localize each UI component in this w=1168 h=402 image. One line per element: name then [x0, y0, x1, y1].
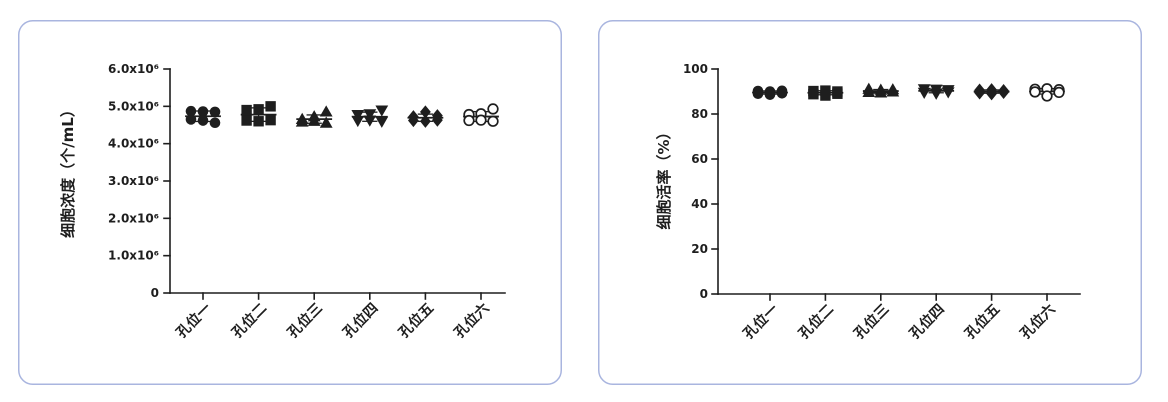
data-point: [209, 106, 221, 118]
y-axis-label: 细胞浓度（个/mL）: [59, 102, 77, 238]
data-point: [832, 88, 843, 99]
data-point: [363, 115, 377, 127]
data-point: [1053, 86, 1065, 99]
data-point: [253, 104, 264, 115]
data-point: [941, 87, 955, 99]
data-point: [265, 114, 276, 126]
data-point: [917, 87, 931, 99]
data-point: [929, 88, 943, 100]
data-point: [420, 105, 431, 119]
data-point: [375, 105, 389, 117]
data-point: [1041, 90, 1053, 102]
y-tick-label: 40: [691, 197, 708, 211]
data-point: [408, 113, 419, 128]
y-tick-label: 2.0x10⁶: [108, 211, 159, 225]
y-tick-label: 3.0x10⁶: [108, 174, 159, 188]
y-axis-label: 细胞活率（%）: [655, 124, 673, 229]
data-point: [475, 114, 487, 126]
data-point: [375, 116, 389, 128]
y-tick-label: 0: [151, 286, 159, 300]
data-point: [265, 101, 276, 112]
data-point: [420, 114, 431, 128]
data-point: [351, 109, 365, 122]
data-point: [209, 117, 221, 129]
y-tick-label: 60: [691, 152, 708, 166]
data-point: [197, 106, 209, 117]
data-point: [319, 116, 333, 128]
y-tick-label: 4.0x10⁶: [108, 137, 159, 151]
data-point: [1029, 86, 1041, 98]
data-point: [874, 86, 888, 98]
data-point: [363, 109, 377, 121]
data-point: [197, 115, 209, 126]
y-tick-label: 1.0x10⁶: [108, 249, 159, 263]
y-tick-label: 6.0x10⁶: [108, 62, 159, 76]
data-point: [752, 88, 764, 100]
data-point: [185, 114, 197, 125]
data-point: [253, 116, 264, 127]
data-point: [307, 114, 321, 126]
data-point: [998, 85, 1009, 99]
data-point: [808, 89, 819, 100]
data-point: [986, 87, 997, 101]
data-point: [295, 115, 309, 127]
data-point: [185, 105, 197, 117]
y-tick-label: 5.0x10⁶: [108, 99, 159, 113]
data-point: [862, 85, 876, 97]
data-point: [241, 104, 252, 116]
data-point: [886, 85, 900, 97]
data-point: [764, 89, 776, 100]
data-point: [432, 113, 443, 127]
data-point: [974, 86, 985, 100]
y-tick-label: 100: [683, 62, 708, 76]
data-point: [351, 115, 365, 128]
y-tick-label: 80: [691, 107, 708, 121]
data-point: [487, 103, 499, 115]
data-point: [820, 90, 831, 101]
data-point: [463, 114, 475, 127]
data-point: [241, 115, 252, 126]
y-tick-label: 20: [691, 242, 708, 256]
data-point: [776, 88, 788, 99]
y-tick-label: 0: [700, 287, 708, 301]
data-point: [319, 105, 333, 117]
data-point: [487, 115, 499, 127]
